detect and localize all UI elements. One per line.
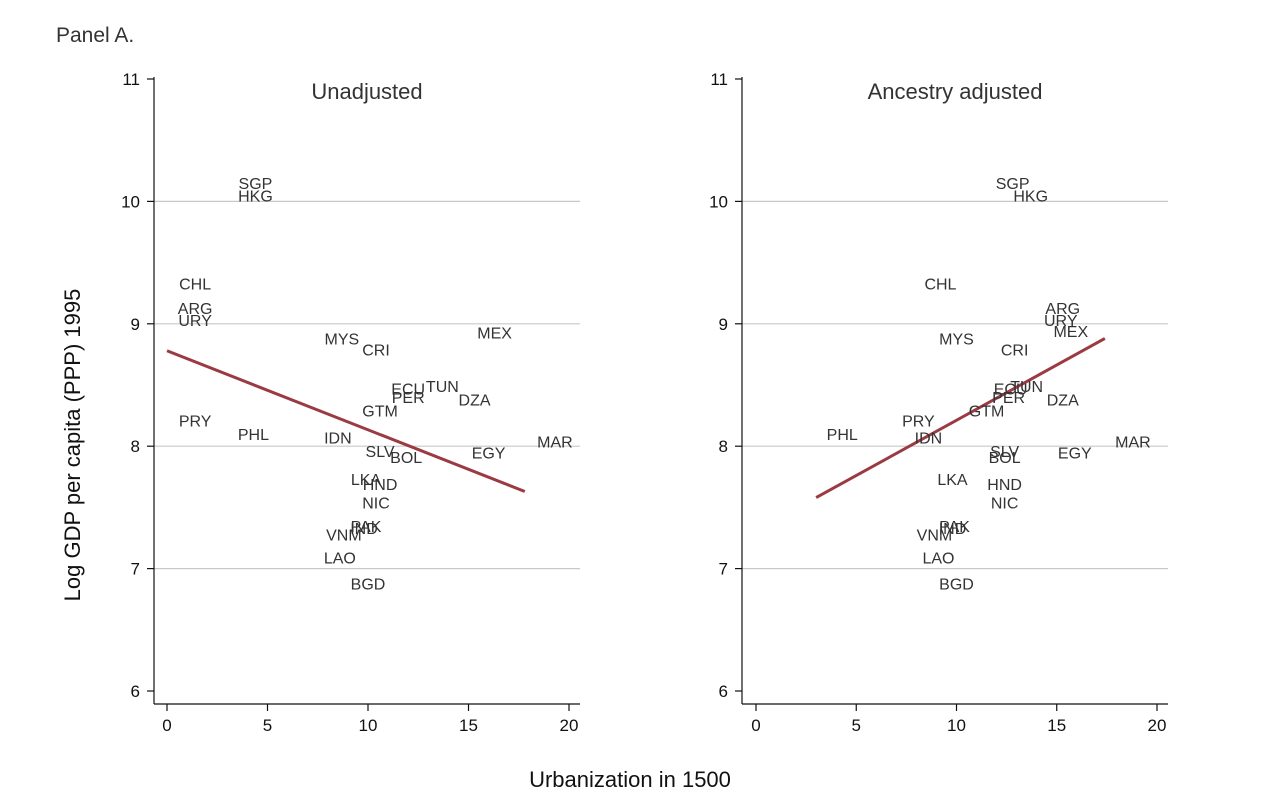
x-tick-label: 5: [263, 716, 272, 735]
point-label: HKG: [1013, 188, 1048, 205]
y-tick-label: 8: [131, 437, 140, 456]
point-label: PER: [992, 390, 1025, 407]
point-label: NIC: [991, 496, 1019, 513]
point-label: MEX: [477, 325, 512, 342]
point-label: IDN: [915, 431, 943, 448]
y-tick-label: 10: [709, 192, 728, 211]
point-label: PER: [392, 390, 425, 407]
point-label: PRY: [179, 413, 212, 430]
point-label: SGP: [239, 176, 273, 193]
point-label: ARG: [178, 301, 213, 318]
point-label: MAR: [1115, 434, 1151, 451]
y-tick-label: 7: [719, 560, 728, 579]
point-label: URY: [1044, 313, 1078, 330]
point-label: IND: [939, 521, 967, 538]
point-label: BOL: [390, 450, 422, 467]
y-axis-label: Log GDP per capita (PPP) 1995: [60, 289, 85, 602]
point-label: EGY: [472, 445, 506, 462]
y-tick-label: 6: [719, 682, 728, 701]
point-label: LKA: [351, 472, 382, 489]
point-label: LAO: [922, 551, 954, 568]
point-label: SLV: [366, 444, 395, 461]
point-label: TUN: [426, 379, 459, 396]
panel-label: Panel A.: [56, 24, 134, 47]
y-tick-label: 8: [719, 437, 728, 456]
fit-line: [166, 349, 526, 493]
point-label: TUN: [1010, 379, 1043, 396]
y-tick-label: 9: [131, 315, 140, 334]
point-label: PRY: [902, 413, 935, 430]
fit-line: [815, 337, 1106, 499]
point-label: IND: [350, 521, 378, 538]
point-label: PAK: [939, 519, 970, 536]
point-label: URY: [178, 313, 212, 330]
point-label: CHL: [924, 276, 956, 293]
y-tick-label: 11: [122, 70, 140, 89]
point-label: SLV: [990, 444, 1019, 461]
point-label: PHL: [827, 427, 858, 444]
point-label: MYS: [939, 331, 974, 348]
point-label: GTM: [969, 404, 1005, 421]
point-label: MYS: [325, 331, 360, 348]
y-tick-label: 7: [131, 560, 140, 579]
x-tick-label: 15: [459, 716, 478, 735]
chart-title: Ancestry adjusted: [868, 79, 1043, 104]
point-label: CRI: [1001, 343, 1029, 360]
point-label: ECU: [994, 382, 1028, 399]
point-label: PHL: [238, 427, 269, 444]
point-label: EGY: [1058, 445, 1092, 462]
point-label: LKA: [937, 472, 968, 489]
x-tick-label: 15: [1047, 716, 1066, 735]
point-label: BOL: [989, 450, 1021, 467]
x-tick-label: 20: [1148, 716, 1167, 735]
point-label: HND: [363, 477, 398, 494]
point-label: DZA: [1047, 393, 1079, 410]
x-tick-label: 5: [852, 716, 861, 735]
y-tick-label: 11: [710, 70, 728, 89]
y-tick-label: 10: [121, 192, 140, 211]
x-tick-label: 10: [359, 716, 378, 735]
point-label: SGP: [996, 176, 1030, 193]
point-label: CHL: [179, 276, 211, 293]
x-axis-label: Urbanization in 1500: [529, 767, 731, 792]
x-tick-label: 10: [947, 716, 966, 735]
chart-title: Unadjusted: [311, 79, 422, 104]
point-label: ECU: [391, 382, 425, 399]
x-tick-label: 0: [162, 716, 171, 735]
point-label: HND: [987, 477, 1022, 494]
point-label: CRI: [362, 343, 390, 360]
point-label: NIC: [362, 496, 390, 513]
point-label: PAK: [351, 519, 382, 536]
point-label: MAR: [537, 434, 573, 451]
x-tick-label: 20: [560, 716, 579, 735]
y-tick-label: 6: [131, 682, 140, 701]
point-label: VNM: [326, 527, 362, 544]
point-label: LAO: [324, 551, 356, 568]
x-tick-label: 0: [751, 716, 760, 735]
point-label: MEX: [1053, 324, 1088, 341]
y-tick-label: 9: [719, 315, 728, 334]
point-label: GTM: [362, 404, 398, 421]
point-label: BGD: [351, 576, 386, 593]
point-label: IDN: [324, 431, 352, 448]
point-label: DZA: [459, 393, 491, 410]
point-label: VNM: [917, 527, 953, 544]
point-label: HKG: [238, 188, 273, 205]
point-label: ARG: [1045, 301, 1080, 318]
point-label: BGD: [939, 576, 974, 593]
